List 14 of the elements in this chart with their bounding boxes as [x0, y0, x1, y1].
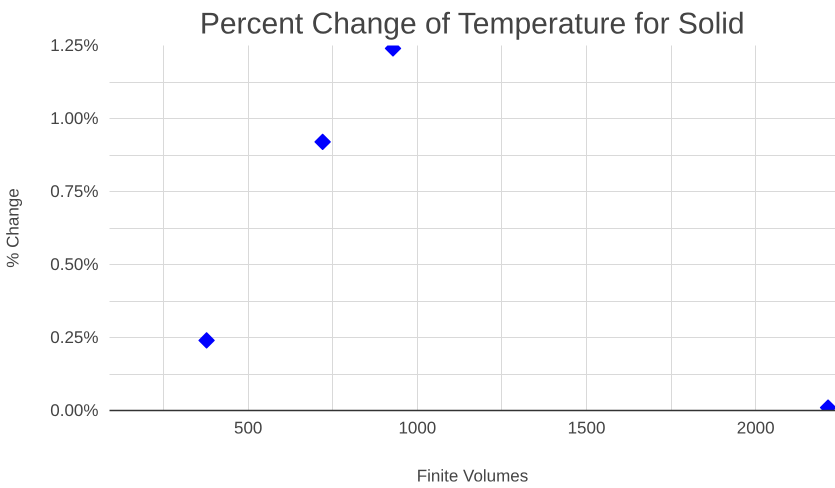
y-tick-label: 0.00%: [50, 401, 98, 420]
x-tick-label: 2000: [736, 418, 775, 438]
x-tick-label: 1000: [398, 418, 436, 438]
x-axis-title: Finite Volumes: [416, 466, 528, 486]
y-tick-label: 0.50%: [50, 255, 98, 274]
chart-title: Percent Change of Temperature for Solid: [200, 8, 745, 40]
y-tick-label: 1.00%: [50, 109, 98, 128]
y-tick-label: 0.75%: [50, 182, 98, 201]
x-tick-label: 500: [234, 418, 262, 438]
y-tick-label: 1.25%: [50, 36, 98, 55]
point: [314, 134, 331, 150]
x-tick-label: 1500: [568, 418, 606, 438]
y-tick-label: 0.25%: [50, 328, 98, 347]
y-axis-title: % Change: [3, 188, 22, 268]
